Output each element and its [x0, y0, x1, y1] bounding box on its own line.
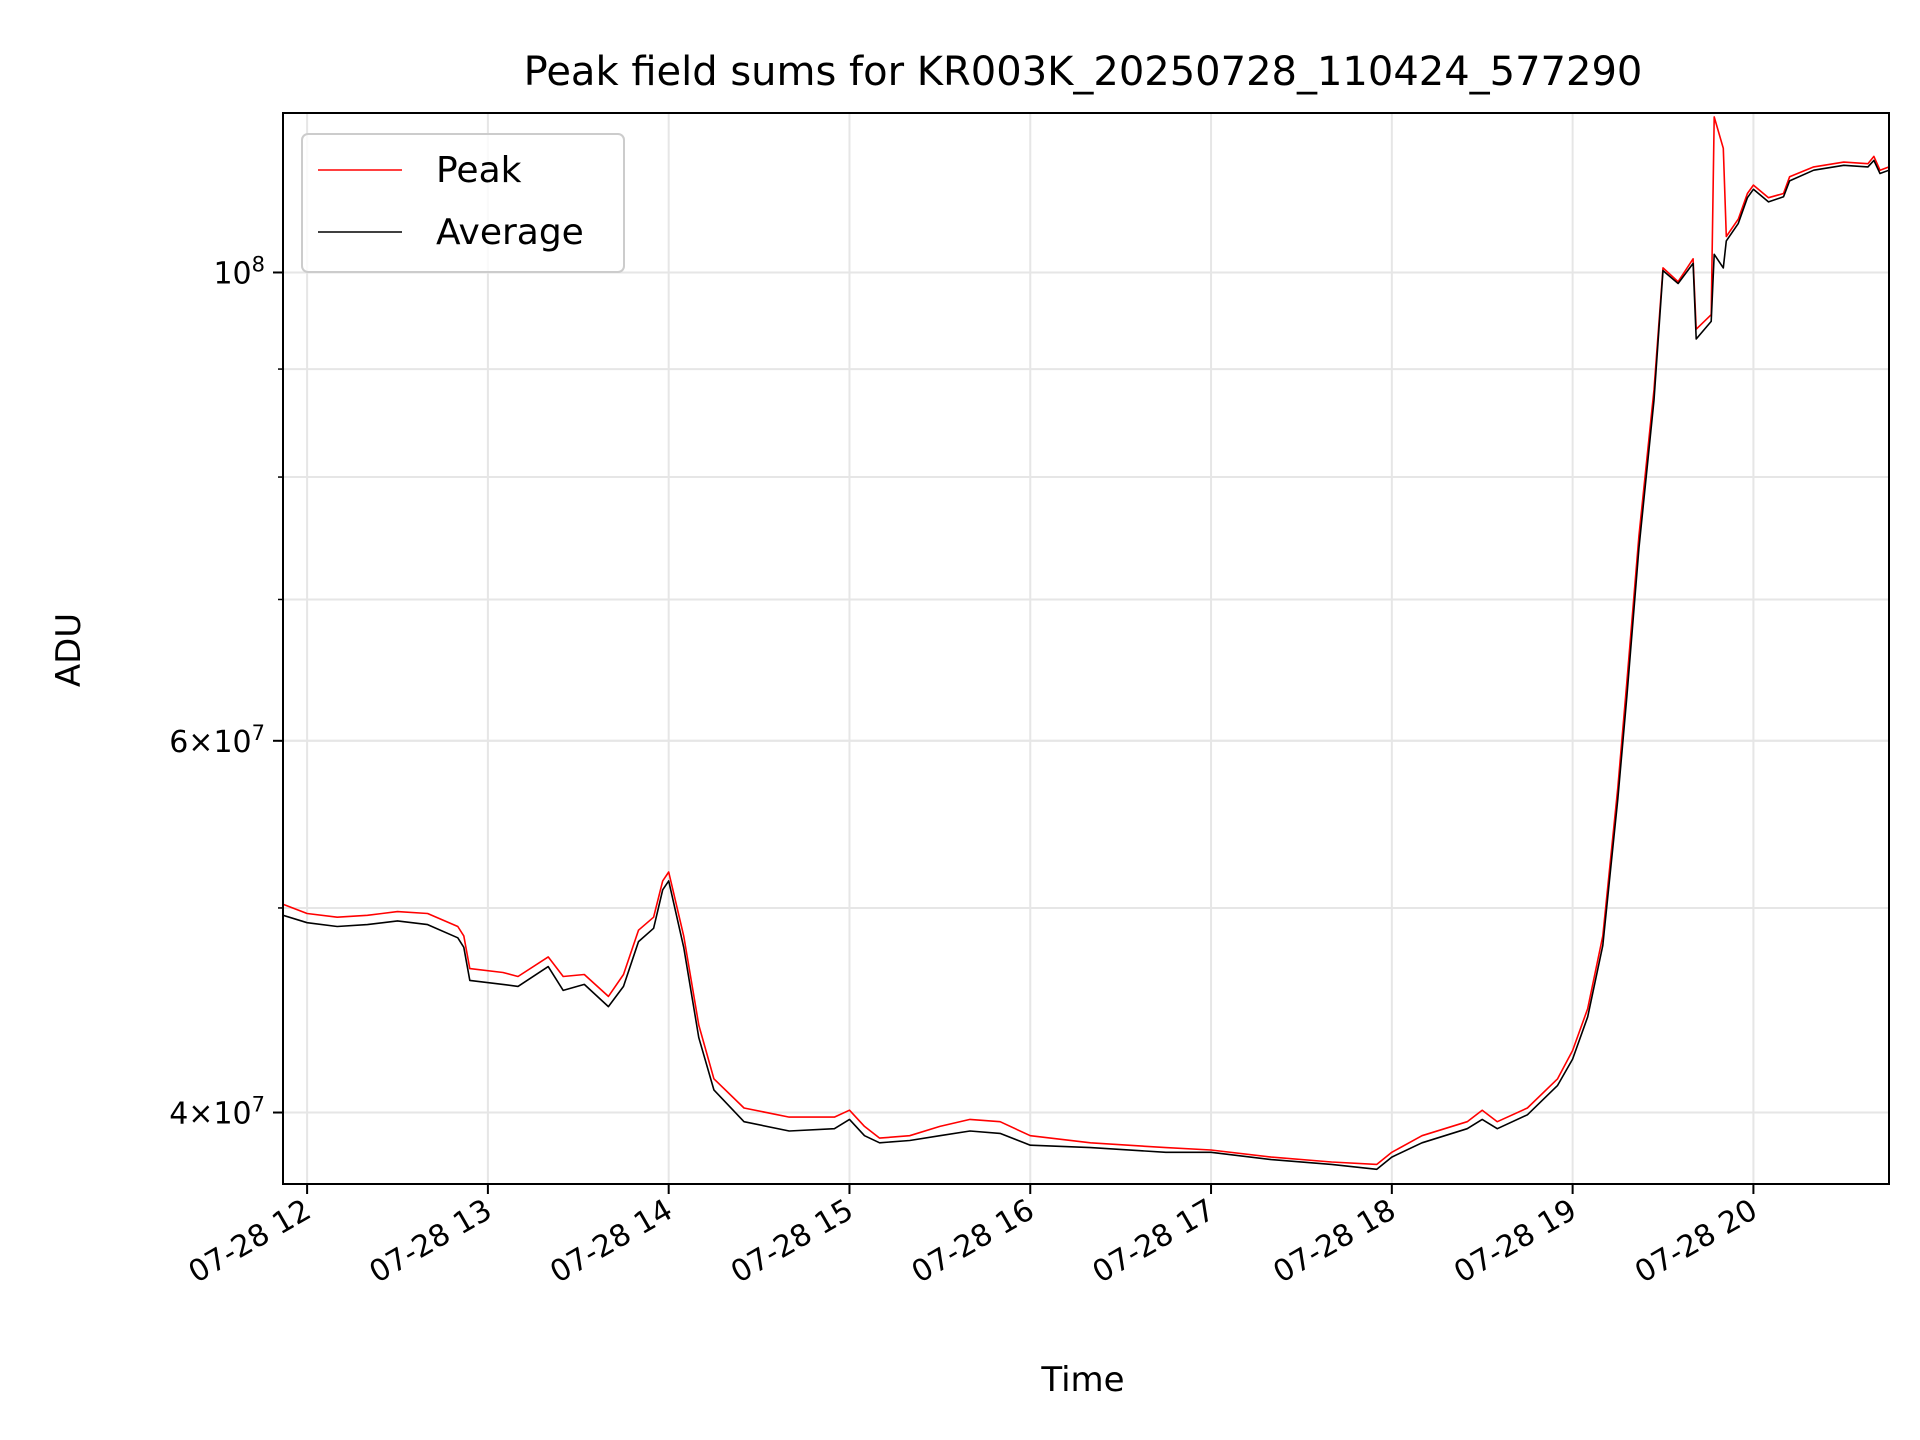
legend-label-average: Average	[436, 212, 584, 253]
y-axis-label: ADU	[49, 613, 89, 687]
legend-label-peak: Peak	[436, 150, 522, 191]
legend-box	[301, 133, 625, 273]
x-axis-label: Time	[1040, 1360, 1124, 1400]
grid-layer	[283, 113, 1889, 1184]
y-tick-label: 4×107	[169, 1093, 265, 1132]
series-line-average	[283, 159, 1889, 1171]
legend: Peak Average	[301, 133, 625, 273]
series-line-peak	[283, 116, 1889, 1166]
series-layer	[283, 116, 1889, 1171]
chart-title: Peak field sums for KR003K_20250728_1104…	[524, 49, 1643, 95]
y-tick-label: 6×107	[169, 721, 265, 760]
y-tick-label: 108	[213, 252, 265, 291]
y-axis: 4×107 6×107 108	[169, 252, 283, 1132]
plot-frame	[282, 112, 1890, 1185]
